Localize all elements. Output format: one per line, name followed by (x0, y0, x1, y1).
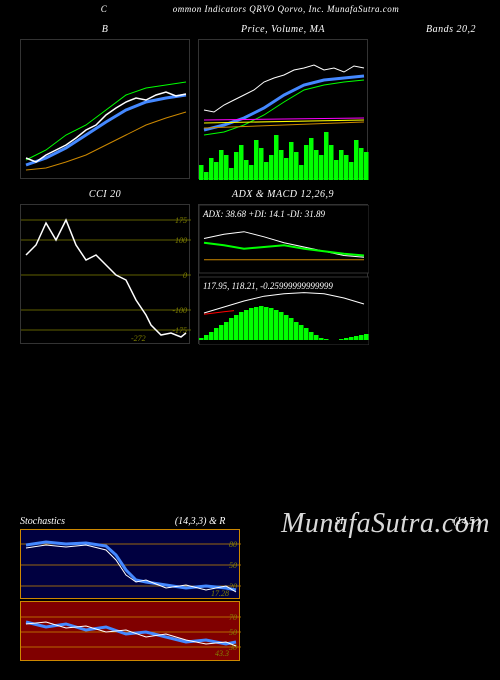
svg-text:43.3: 43.3 (215, 649, 229, 658)
chart-adx-macd-title: ADX & MACD 12,26,9 (198, 189, 368, 200)
svg-text:ADX: 38.68 +DI: 14.1 -DI: 31: ADX: 38.68 +DI: 14.1 -DI: 31.89 (202, 209, 326, 219)
svg-text:50: 50 (229, 561, 237, 570)
svg-text:100: 100 (175, 236, 187, 245)
chart-b-title: B (20, 24, 190, 35)
chart-cci-cell: CCI 20 1751000-100-175-272 (20, 189, 190, 344)
chart-adx-macd-cell: ADX & MACD 12,26,9 ADX: 38.68 +DI: 14.1 … (198, 189, 368, 344)
chart-bands-title: Bands 20,2 (376, 24, 480, 35)
chart-b (20, 39, 190, 179)
svg-text:50: 50 (229, 628, 237, 637)
svg-text:70: 70 (229, 613, 237, 622)
page-header: C ommon Indicators QRVO Qorvo, Inc. Muna… (0, 0, 500, 18)
chart-cci: 1751000-100-175-272 (20, 204, 190, 344)
stoch-label: Stochastics (20, 516, 65, 527)
chart-price (198, 39, 368, 179)
chart-bands-cell: Bands 20,2 (376, 24, 480, 179)
svg-text:117.95, 118.21, -0.259999999: 117.95, 118.21, -0.25999999999999 (203, 281, 333, 291)
svg-text:17.28: 17.28 (211, 589, 229, 598)
svg-text:-272: -272 (131, 334, 146, 343)
stoch-params1: (14,3,3) & R (175, 516, 226, 527)
watermark: MunafaSutra.com (281, 508, 490, 540)
svg-text:80: 80 (229, 540, 237, 549)
chart-price-cell: Price, Volume, MA (198, 24, 368, 179)
header-center: ommon Indicators QRVO Qorvo, Inc. Munafa… (173, 4, 400, 14)
chart-stoch2: 70503043.3 (20, 601, 240, 661)
chart-cci-title: CCI 20 (20, 189, 190, 200)
svg-text:-100: -100 (172, 306, 187, 315)
svg-text:175: 175 (175, 216, 187, 225)
chart-b-cell: B (20, 24, 190, 179)
chart-adx-macd: ADX: 38.68 +DI: 14.1 -DI: 31.89 117.95, 1… (198, 204, 368, 344)
header-left: C (101, 4, 108, 14)
chart-price-title: Price, Volume, MA (198, 24, 368, 35)
chart-stoch1: 80502017.28 (20, 529, 240, 599)
svg-text:0: 0 (183, 271, 187, 280)
